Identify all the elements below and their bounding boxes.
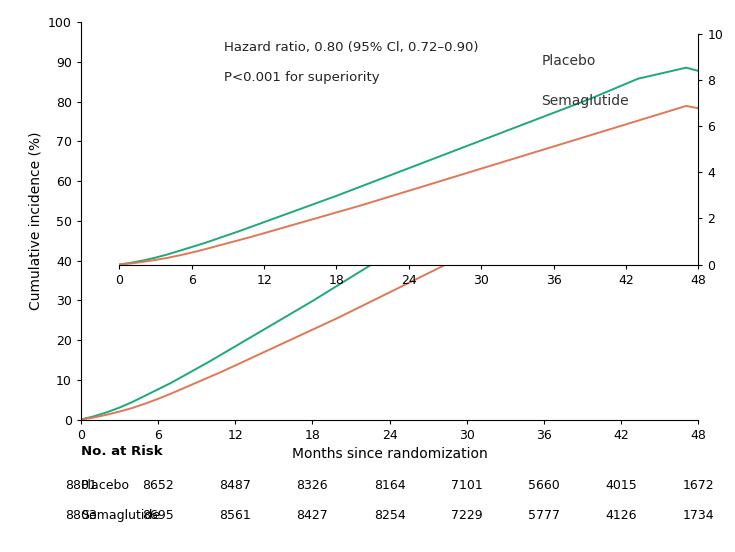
Text: 1672: 1672 <box>682 479 714 491</box>
Text: 8652: 8652 <box>142 479 174 491</box>
Text: No. at Risk: No. at Risk <box>81 445 162 458</box>
Text: Placebo: Placebo <box>542 54 596 68</box>
Text: 8561: 8561 <box>219 509 251 522</box>
Text: 8164: 8164 <box>373 479 406 491</box>
X-axis label: Months since randomization: Months since randomization <box>292 447 487 461</box>
Text: 7101: 7101 <box>451 479 483 491</box>
Text: 5777: 5777 <box>528 509 560 522</box>
Text: Semaglutide: Semaglutide <box>81 509 160 522</box>
Text: P<0.001 for superiority: P<0.001 for superiority <box>223 71 379 84</box>
Text: 8487: 8487 <box>219 479 251 491</box>
Text: Hazard ratio, 0.80 (95% Cl, 0.72–0.90): Hazard ratio, 0.80 (95% Cl, 0.72–0.90) <box>223 41 478 54</box>
Text: 4015: 4015 <box>605 479 637 491</box>
Text: 8803: 8803 <box>65 509 97 522</box>
Text: 8254: 8254 <box>373 509 406 522</box>
Text: 8427: 8427 <box>296 509 329 522</box>
Text: 1734: 1734 <box>682 509 714 522</box>
Text: 7229: 7229 <box>451 509 483 522</box>
Text: 4126: 4126 <box>606 509 637 522</box>
Text: 8695: 8695 <box>142 509 174 522</box>
Text: Semaglutide: Semaglutide <box>542 94 629 108</box>
Y-axis label: Cumulative incidence (%): Cumulative incidence (%) <box>29 131 43 310</box>
Text: 8801: 8801 <box>65 479 97 491</box>
Text: Placebo: Placebo <box>81 479 130 491</box>
Text: 5660: 5660 <box>528 479 560 491</box>
Text: 8326: 8326 <box>296 479 329 491</box>
